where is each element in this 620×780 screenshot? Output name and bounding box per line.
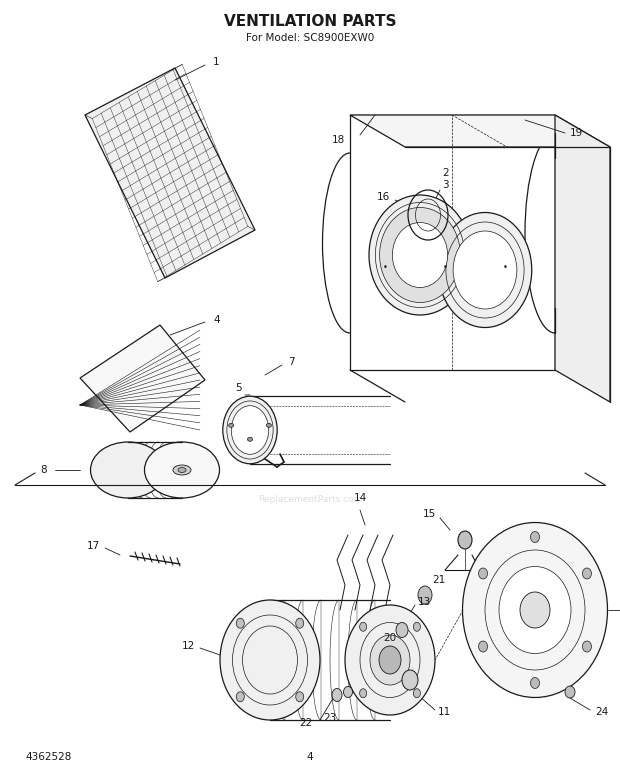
Text: ReplacementParts.com: ReplacementParts.com bbox=[258, 495, 362, 505]
Ellipse shape bbox=[345, 605, 435, 715]
Ellipse shape bbox=[479, 641, 487, 652]
Polygon shape bbox=[350, 115, 610, 147]
Ellipse shape bbox=[414, 689, 420, 698]
Ellipse shape bbox=[379, 646, 401, 674]
Text: 19: 19 bbox=[570, 128, 583, 138]
Text: 8: 8 bbox=[40, 465, 47, 475]
Ellipse shape bbox=[91, 442, 166, 498]
Text: 20: 20 bbox=[383, 633, 397, 643]
Ellipse shape bbox=[369, 195, 471, 315]
Ellipse shape bbox=[267, 424, 272, 427]
Text: 16: 16 bbox=[377, 192, 390, 202]
Ellipse shape bbox=[438, 212, 532, 328]
Ellipse shape bbox=[458, 531, 472, 549]
Ellipse shape bbox=[236, 692, 244, 702]
Text: 23: 23 bbox=[323, 713, 336, 723]
Text: 18: 18 bbox=[332, 135, 345, 145]
Ellipse shape bbox=[360, 689, 366, 698]
Ellipse shape bbox=[531, 531, 539, 543]
Ellipse shape bbox=[296, 619, 304, 628]
Ellipse shape bbox=[402, 670, 418, 690]
Ellipse shape bbox=[247, 438, 252, 441]
Ellipse shape bbox=[582, 568, 591, 579]
Polygon shape bbox=[85, 68, 255, 278]
Text: 4: 4 bbox=[307, 752, 313, 762]
Text: 1: 1 bbox=[213, 57, 219, 67]
Text: VENTILATION PARTS: VENTILATION PARTS bbox=[224, 15, 396, 30]
Ellipse shape bbox=[582, 641, 591, 652]
Text: •: • bbox=[443, 264, 448, 272]
Ellipse shape bbox=[144, 442, 219, 498]
Ellipse shape bbox=[332, 689, 342, 701]
Text: For Model: SC8900EXW0: For Model: SC8900EXW0 bbox=[246, 33, 374, 43]
Ellipse shape bbox=[565, 686, 575, 698]
Ellipse shape bbox=[296, 692, 304, 702]
Text: 21: 21 bbox=[432, 575, 445, 585]
Text: 4: 4 bbox=[213, 315, 219, 325]
Text: 4362528: 4362528 bbox=[25, 752, 71, 762]
Text: 24: 24 bbox=[595, 707, 608, 717]
Ellipse shape bbox=[396, 622, 408, 637]
Polygon shape bbox=[555, 115, 610, 402]
Text: 12: 12 bbox=[182, 641, 195, 651]
Text: •: • bbox=[503, 264, 507, 272]
Text: 3: 3 bbox=[442, 180, 449, 190]
Polygon shape bbox=[80, 325, 205, 432]
Ellipse shape bbox=[520, 592, 550, 628]
Text: 22: 22 bbox=[299, 718, 312, 728]
Ellipse shape bbox=[392, 222, 448, 288]
Ellipse shape bbox=[173, 465, 191, 475]
Text: 11: 11 bbox=[438, 707, 451, 717]
Ellipse shape bbox=[414, 622, 420, 631]
Ellipse shape bbox=[360, 622, 366, 631]
Text: 13: 13 bbox=[418, 597, 432, 607]
Ellipse shape bbox=[223, 396, 277, 464]
Ellipse shape bbox=[236, 619, 244, 628]
Ellipse shape bbox=[231, 406, 268, 454]
Ellipse shape bbox=[418, 586, 432, 604]
Ellipse shape bbox=[479, 568, 487, 579]
Ellipse shape bbox=[220, 600, 320, 720]
Ellipse shape bbox=[379, 207, 461, 303]
Text: 2: 2 bbox=[442, 168, 449, 178]
Ellipse shape bbox=[463, 523, 608, 697]
Text: 14: 14 bbox=[353, 493, 366, 503]
Ellipse shape bbox=[343, 686, 353, 697]
Ellipse shape bbox=[531, 678, 539, 689]
Text: •: • bbox=[383, 264, 388, 272]
Ellipse shape bbox=[453, 231, 517, 309]
Ellipse shape bbox=[229, 424, 234, 427]
Ellipse shape bbox=[499, 566, 571, 654]
Ellipse shape bbox=[370, 635, 410, 685]
Text: 7: 7 bbox=[288, 357, 294, 367]
Text: 15: 15 bbox=[423, 509, 436, 519]
Text: 5: 5 bbox=[236, 383, 242, 393]
Text: 17: 17 bbox=[87, 541, 100, 551]
Ellipse shape bbox=[178, 467, 186, 473]
